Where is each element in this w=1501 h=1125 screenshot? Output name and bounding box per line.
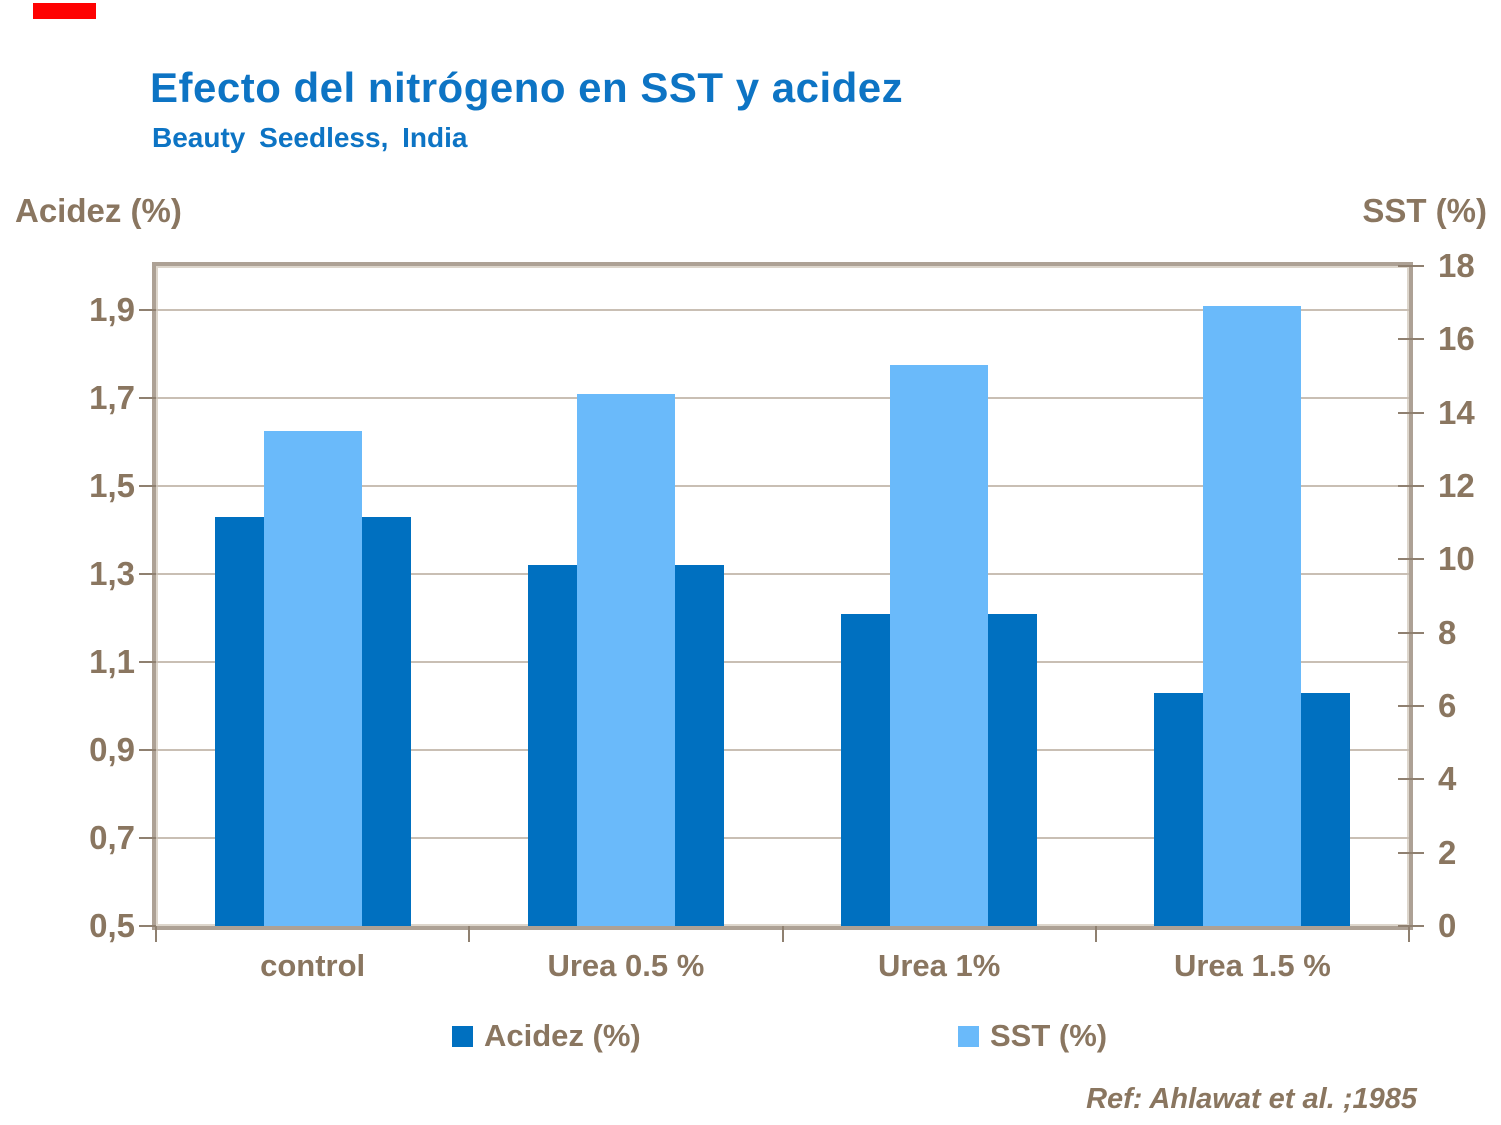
right-axis-tick — [1398, 705, 1424, 707]
left-tick-label: 0,9 — [89, 731, 135, 768]
legend-label: Acidez (%) — [484, 1018, 641, 1053]
category-label: Urea 1.5 % — [1173, 948, 1331, 983]
chart-title: Efecto del nitrógeno en SST y acidez — [150, 64, 904, 111]
right-axis-tick — [1398, 485, 1424, 487]
red-accent-rect — [33, 3, 96, 19]
bar-sst-4 — [1203, 306, 1302, 926]
left-axis-tick — [139, 925, 156, 927]
left-tick-label: 0,5 — [89, 907, 135, 944]
category-boundary-tick — [1095, 926, 1097, 942]
right-tick-label: 10 — [1438, 540, 1475, 578]
legend-swatch — [958, 1026, 979, 1047]
category-boundary-tick — [155, 926, 157, 942]
gridline — [156, 749, 1409, 751]
legend-label: SST (%) — [990, 1018, 1108, 1053]
right-tick-label: 8 — [1438, 613, 1457, 651]
right-tick-label: 2 — [1438, 833, 1457, 871]
right-tick-label: 14 — [1438, 393, 1475, 431]
left-tick-label: 1,7 — [89, 379, 135, 416]
right-axis-tick — [1398, 851, 1424, 854]
right-tick-label: 6 — [1438, 687, 1457, 724]
left-tick-label: 1,1 — [89, 643, 135, 680]
right-axis-tick — [1398, 925, 1424, 927]
left-axis-tick — [139, 485, 156, 487]
right-axis-tick — [1398, 631, 1424, 634]
gridline — [156, 309, 1409, 311]
right-tick-label: 16 — [1438, 320, 1475, 358]
gridline — [156, 573, 1409, 575]
left-tick-label: 1,5 — [89, 467, 135, 504]
plot-area — [139, 262, 1424, 942]
left-axis-tick — [139, 661, 156, 663]
legend-item: Acidez (%) — [452, 1018, 641, 1054]
reference-text: Ref: Ahlawat et al. ;1985 — [1086, 1083, 1417, 1115]
right-axis-title: SST (%) — [1362, 192, 1487, 229]
gridline — [156, 485, 1409, 487]
category-label: Urea 0.5 % — [547, 948, 705, 983]
category-boundary-tick — [782, 926, 784, 942]
category-label: Urea 1% — [877, 948, 1001, 983]
right-tick-label: 12 — [1438, 467, 1475, 504]
gridline — [156, 661, 1409, 663]
right-axis-tick — [1398, 778, 1424, 781]
left-axis-tick — [139, 573, 156, 575]
left-axis-tick — [139, 397, 156, 399]
chart-subtitle: Beauty Seedless, India — [152, 122, 468, 153]
left-tick-label: 1,9 — [89, 291, 135, 328]
category-boundary-tick — [1408, 926, 1410, 942]
right-axis-tick — [1398, 558, 1424, 561]
left-tick-label: 0,7 — [89, 819, 135, 856]
bar-sst-3 — [890, 365, 989, 926]
right-axis-tick — [1398, 265, 1424, 267]
right-tick-label: 4 — [1438, 760, 1457, 798]
right-tick-label: 18 — [1438, 247, 1475, 284]
right-axis-tick — [1398, 338, 1424, 341]
left-axis-tick — [139, 749, 156, 751]
right-axis-tick — [1398, 411, 1424, 414]
left-axis-tick — [139, 837, 156, 839]
bar-sst-1 — [263, 431, 362, 926]
gridline — [156, 397, 1409, 399]
category-boundary-tick — [468, 926, 470, 942]
left-axis-title: Acidez (%) — [15, 192, 182, 229]
category-label: control — [260, 948, 366, 983]
legend-item: SST (%) — [958, 1018, 1107, 1054]
legend-swatch — [452, 1026, 473, 1047]
gridline — [156, 837, 1409, 839]
left-tick-label: 1,3 — [89, 555, 135, 592]
bar-sst-2 — [576, 394, 675, 926]
right-tick-label: 0 — [1438, 907, 1457, 944]
left-axis-tick — [139, 309, 156, 311]
